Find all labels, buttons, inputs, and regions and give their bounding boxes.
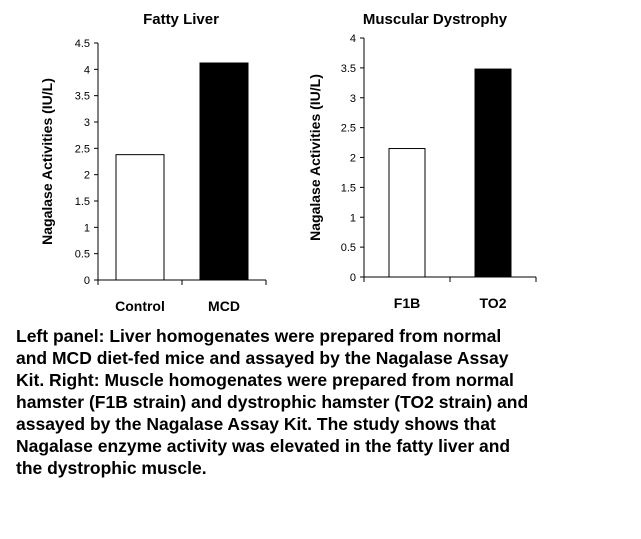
y-tick-label: 3 bbox=[84, 117, 90, 129]
caption-line: hamster (F1B strain) and dystrophic hams… bbox=[16, 392, 529, 412]
caption-line: and MCD diet-fed mice and assayed by the… bbox=[16, 348, 509, 368]
x-tick-label: TO2 bbox=[480, 295, 507, 311]
bar-to2 bbox=[474, 68, 512, 278]
chart-title: Muscular Dystrophy bbox=[363, 11, 508, 28]
y-tick-label: 2.5 bbox=[75, 143, 90, 155]
y-tick-label: 2 bbox=[84, 170, 90, 182]
chart-muscular-dystrophy-svg: Muscular Dystrophy Nagalase Activities (I… bbox=[307, 11, 537, 311]
y-tick-label: 1.5 bbox=[75, 196, 90, 208]
caption-line: Left panel: Liver homogenates were prepa… bbox=[16, 326, 502, 346]
x-tick-label: MCD bbox=[208, 298, 240, 314]
caption-line: Nagalase enzyme activity was elevated in… bbox=[16, 436, 511, 456]
y-axis-label: Nagalase Activities (IU/L) bbox=[39, 78, 55, 245]
bar-mcd bbox=[199, 62, 249, 281]
y-tick-label: 3 bbox=[350, 93, 356, 105]
y-tick-label: 4 bbox=[84, 64, 90, 76]
y-tick-label: 3.5 bbox=[75, 91, 90, 103]
chart-fatty-liver-svg: Fatty Liver Nagalase Activities (IU/L) 0 0.… bbox=[39, 11, 267, 314]
bar-f1b bbox=[388, 148, 426, 278]
y-tick-label: 0 bbox=[350, 272, 356, 284]
chart-fatty-liver: Fatty Liver Nagalase Activities (IU/L) 0 0.… bbox=[0, 0, 300, 322]
y-tick-label: 1 bbox=[84, 222, 90, 234]
y-tick-label: 0 bbox=[84, 275, 90, 287]
y-tick-label: 4.5 bbox=[75, 38, 90, 50]
x-tick-label: Control bbox=[115, 298, 165, 314]
y-tick-label: 1 bbox=[350, 212, 356, 224]
y-tick-label: 0.5 bbox=[341, 242, 356, 254]
chart-muscular-dystrophy: Muscular Dystrophy Nagalase Activities (I… bbox=[300, 0, 641, 322]
y-tick-label: 1.5 bbox=[341, 182, 356, 194]
y-tick-label: 2 bbox=[350, 153, 356, 165]
y-tick-label: 2.5 bbox=[341, 123, 356, 135]
caption-line: Kit. Right: Muscle homogenates were prep… bbox=[16, 370, 514, 390]
y-tick-label: 4 bbox=[350, 33, 356, 45]
caption-line: the dystrophic muscle. bbox=[16, 458, 207, 478]
figure-caption: Left panel: Liver homogenates were prepa… bbox=[16, 325, 636, 479]
y-tick-label: 0.5 bbox=[75, 249, 90, 261]
caption-line: assayed by the Nagalase Assay Kit. The s… bbox=[16, 414, 496, 434]
x-tick-label: F1B bbox=[394, 295, 420, 311]
y-axis-label: Nagalase Activities (IU/L) bbox=[307, 74, 323, 241]
chart-title: Fatty Liver bbox=[143, 11, 219, 28]
y-tick-label: 3.5 bbox=[341, 63, 356, 75]
bar-control bbox=[115, 154, 165, 281]
